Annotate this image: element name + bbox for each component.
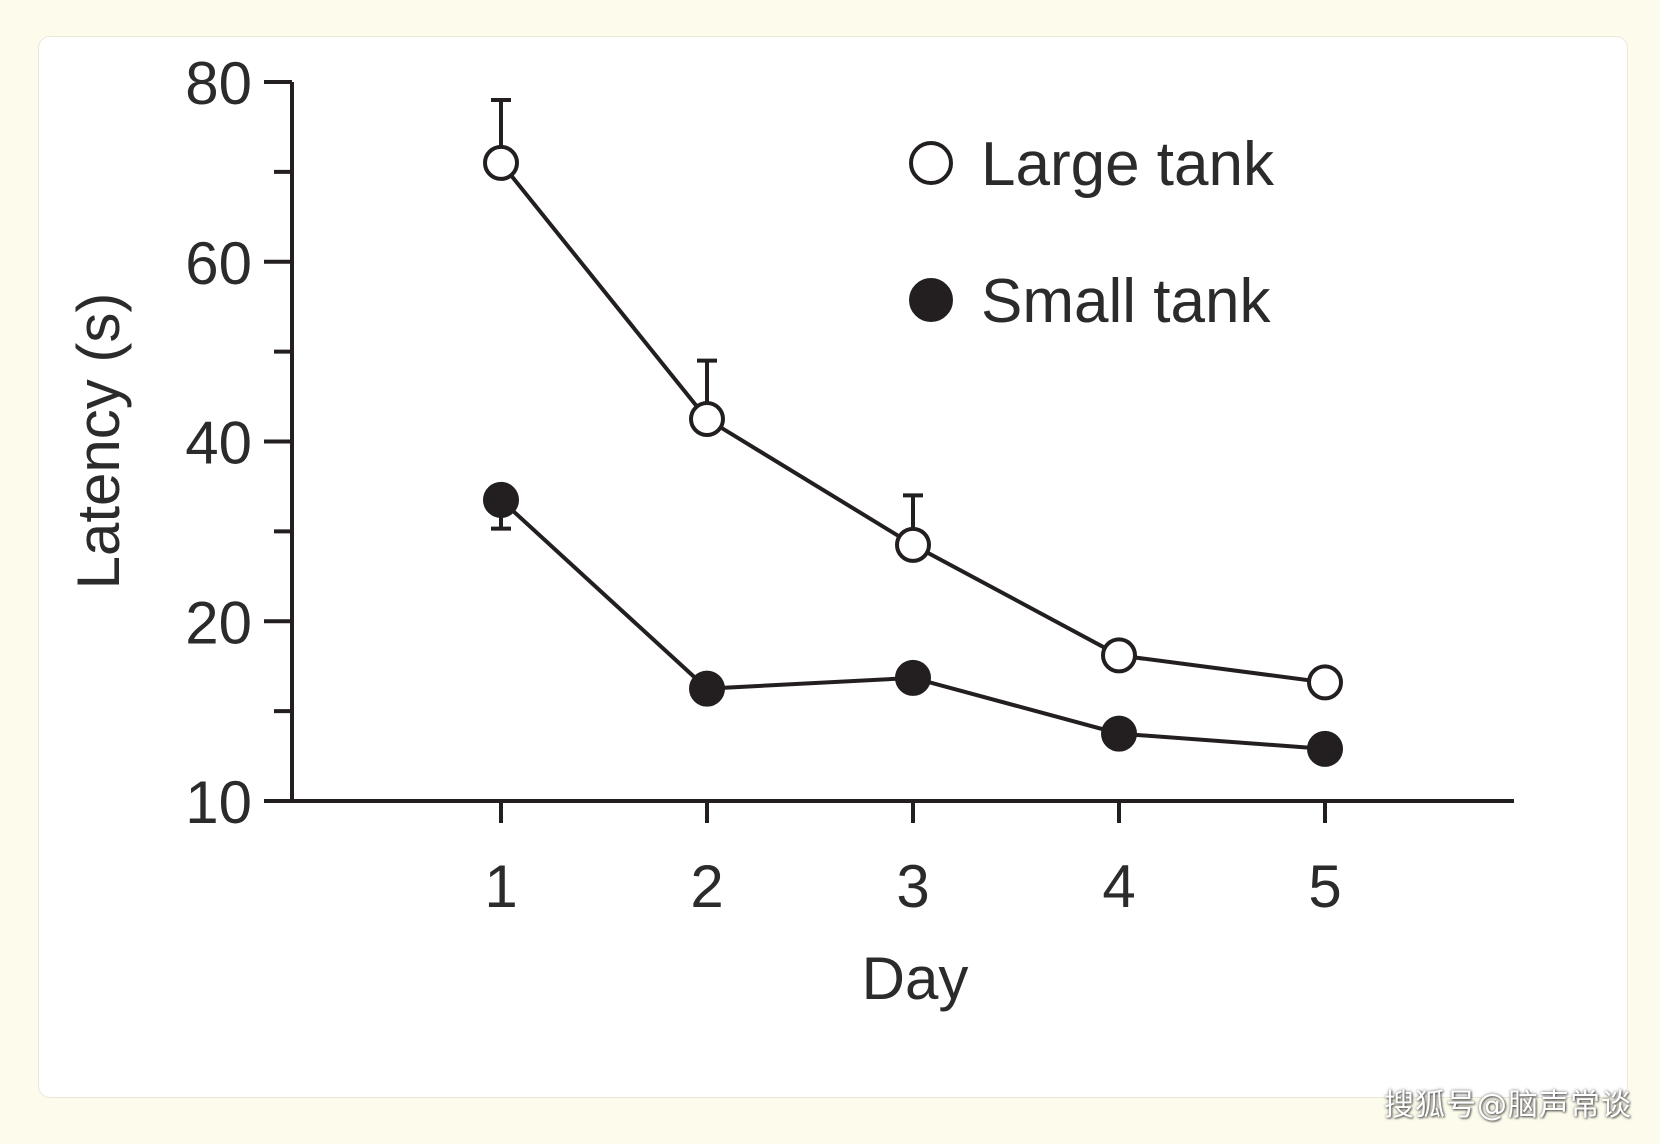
x-axis-title: Day (862, 945, 969, 1012)
x-tick-label: 3 (896, 853, 929, 920)
y-tick-label: 10 (185, 769, 252, 836)
legend-label: Small tank (981, 267, 1271, 336)
data-point-filled (689, 670, 725, 707)
legend-item-small-tank: Small tank (909, 267, 1271, 336)
data-point-open (689, 401, 725, 438)
series-layer (483, 97, 1343, 767)
data-point-open (483, 144, 519, 181)
data-point-filled (895, 659, 931, 696)
legend-marker-filled (909, 278, 953, 322)
axes: 10 20 40 60 80 1 2 3 4 5 Day Latency (s) (65, 50, 1514, 1012)
watermark-text: 搜狐号@脑声常谈 (1384, 1088, 1632, 1123)
legend-item-large-tank: Large tank (909, 130, 1275, 199)
legend-marker-open (909, 141, 953, 185)
x-tick-label: 1 (484, 853, 517, 920)
y-axis-title: Latency (s) (65, 293, 132, 590)
y-tick-label: 20 (185, 589, 252, 656)
series-small-tank (483, 481, 1343, 767)
line-chart: 10 20 40 60 80 1 2 3 4 5 Day Latency (s) Large tank… (65, 50, 1514, 1012)
data-point-filled (1307, 730, 1343, 767)
y-tick-label: 60 (185, 230, 252, 297)
data-point-filled (483, 481, 519, 518)
figure-card: 10 20 40 60 80 1 2 3 4 5 Day Latency (s) Large tank… (38, 36, 1628, 1098)
x-tick-label: 2 (690, 853, 723, 920)
data-point-open (895, 526, 931, 563)
legend-label: Large tank (981, 130, 1275, 199)
x-tick-label: 5 (1308, 853, 1341, 920)
y-tick-label: 40 (185, 410, 252, 477)
data-point-filled (1101, 715, 1137, 752)
series-line (499, 161, 1326, 685)
x-tick-label: 4 (1102, 853, 1135, 920)
series-large-tank (483, 97, 1343, 701)
data-point-open (1307, 664, 1343, 701)
legend: Large tank Small tank (909, 130, 1275, 336)
data-point-open (1101, 637, 1137, 674)
y-tick-label: 80 (185, 50, 252, 117)
